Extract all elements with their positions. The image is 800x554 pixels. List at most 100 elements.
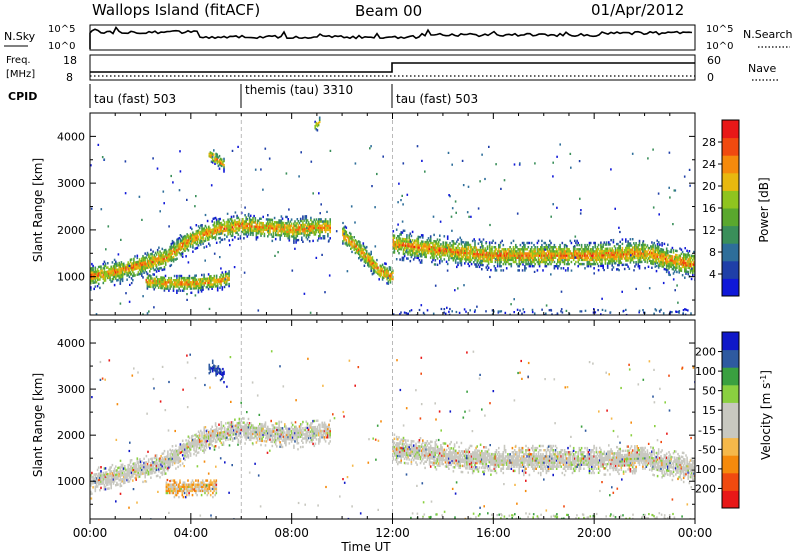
range-cell: [220, 284, 222, 287]
range-cell: [442, 249, 444, 253]
range-cell: [189, 245, 192, 248]
range-cell: [575, 241, 577, 245]
range-cell: [544, 258, 547, 262]
range-cell: [111, 261, 114, 264]
range-cell: [675, 253, 677, 257]
range-cell: [146, 262, 149, 265]
range-cell: [126, 274, 128, 277]
range-cell: [460, 261, 463, 265]
range-cell: [409, 238, 412, 242]
range-cell: [273, 216, 276, 220]
range-cell: [194, 205, 196, 208]
range-cell: [94, 481, 97, 484]
range-cell: [117, 471, 119, 474]
range-cell: [260, 230, 262, 233]
range-cell: [93, 287, 95, 291]
range-cell: [231, 226, 234, 229]
range-cell: [422, 240, 424, 243]
range-cell: [484, 249, 486, 252]
range-cell: [295, 222, 297, 225]
range-cell: [673, 259, 676, 263]
range-cell: [216, 157, 218, 161]
range-cell: [263, 228, 266, 231]
range-cell: [608, 255, 610, 259]
range-cell: [476, 252, 478, 256]
range-cell: [133, 470, 135, 474]
noise-right-tick-bottom: 10^0: [706, 41, 733, 52]
range-cell: [684, 268, 686, 271]
range-cell: [213, 223, 216, 226]
range-cell: [549, 256, 551, 259]
range-cell: [426, 251, 429, 255]
range-cell: [443, 258, 446, 261]
range-cell: [108, 477, 110, 480]
range-cell: [193, 241, 195, 244]
range-cell: [659, 243, 661, 246]
range-cell: [631, 248, 634, 251]
range-cell: [614, 257, 617, 261]
range-cell: [407, 240, 409, 243]
range-cell: [675, 255, 677, 259]
range-cell: [621, 238, 624, 241]
range-cell: [671, 257, 674, 260]
range-cell: [419, 252, 422, 256]
range-cell: [263, 232, 266, 236]
range-cell: [348, 240, 351, 243]
range-cell: [400, 243, 402, 247]
range-cell: [196, 242, 199, 245]
range-cell: [481, 249, 483, 252]
range-cell: [95, 473, 98, 476]
range-cell: [221, 277, 224, 281]
range-cell: [576, 239, 578, 243]
range-cell: [640, 256, 643, 259]
range-cell: [186, 235, 188, 238]
range-cell: [485, 249, 488, 252]
range-cell: [643, 250, 645, 253]
range-cell: [427, 245, 430, 248]
range-cell: [646, 252, 649, 256]
range-cell: [226, 281, 228, 284]
range-cell: [100, 470, 102, 473]
range-cell: [265, 222, 268, 225]
range-cell: [579, 248, 582, 251]
range-cell: [109, 478, 111, 482]
range-cell: [552, 258, 554, 262]
range-cell: [524, 248, 526, 251]
range-cell: [610, 253, 612, 257]
range-cell: [597, 264, 600, 268]
range-cell: [681, 259, 684, 262]
range-cell: [545, 254, 548, 257]
range-cell: [130, 266, 133, 270]
range-cell: [202, 238, 204, 241]
range-cell: [186, 245, 188, 249]
range-cell: [178, 251, 181, 255]
range-cell: [197, 284, 200, 288]
range-cell: [521, 254, 524, 257]
range-cell: [559, 254, 561, 257]
range-cell: [676, 256, 678, 259]
range-cell: [503, 252, 506, 255]
range-cell: [540, 252, 542, 255]
range-cell: [173, 250, 176, 254]
range-cell: [281, 230, 284, 233]
range-cell: [439, 261, 441, 265]
range-cell: [288, 239, 291, 242]
range-cell: [279, 223, 281, 226]
range-cell: [96, 485, 99, 488]
range-cell: [124, 471, 126, 474]
range-cell: [142, 269, 144, 273]
range-cell: [628, 242, 631, 245]
range-cell: [216, 159, 218, 163]
range-cell: [181, 289, 184, 292]
range-cell: [425, 243, 427, 246]
range-cell: [314, 220, 317, 223]
range-cell: [441, 245, 443, 248]
range-cell: [223, 157, 225, 161]
range-cell: [511, 254, 514, 257]
range-cell: [102, 273, 105, 276]
range-cell: [633, 255, 635, 258]
range-cell: [227, 222, 229, 226]
range-cell: [515, 254, 517, 257]
range-cell: [464, 243, 466, 246]
range-cell: [176, 251, 178, 254]
